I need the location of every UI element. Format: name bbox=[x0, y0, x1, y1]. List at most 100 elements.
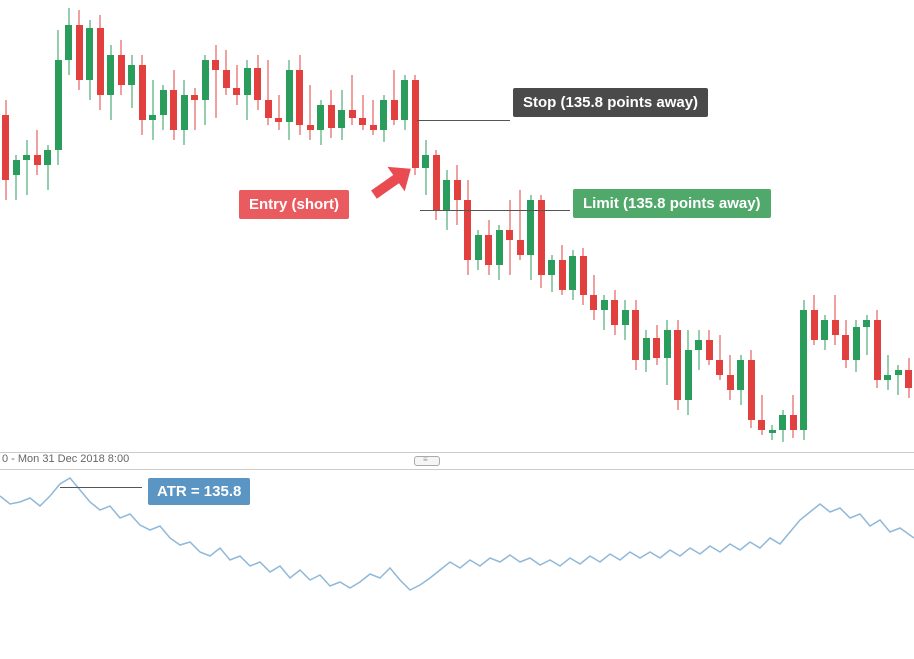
candle bbox=[727, 0, 734, 452]
candle bbox=[737, 0, 744, 452]
candle bbox=[485, 0, 492, 452]
candle bbox=[65, 0, 72, 452]
candle bbox=[13, 0, 20, 452]
candle bbox=[674, 0, 681, 452]
candle bbox=[181, 0, 188, 452]
candle bbox=[139, 0, 146, 452]
candle bbox=[454, 0, 461, 452]
candle bbox=[76, 0, 83, 452]
candle bbox=[317, 0, 324, 452]
candle bbox=[149, 0, 156, 452]
candle bbox=[611, 0, 618, 452]
candle bbox=[811, 0, 818, 452]
candle bbox=[716, 0, 723, 452]
candle bbox=[191, 0, 198, 452]
candle bbox=[538, 0, 545, 452]
candle bbox=[842, 0, 849, 452]
panel-divider bbox=[0, 452, 914, 470]
candle bbox=[107, 0, 114, 452]
candle bbox=[265, 0, 272, 452]
candle bbox=[160, 0, 167, 452]
candle bbox=[548, 0, 555, 452]
stop-label: Stop (135.8 points away) bbox=[513, 88, 708, 117]
scroll-handle[interactable] bbox=[414, 456, 440, 466]
atr-reference-line bbox=[60, 487, 142, 488]
candle bbox=[769, 0, 776, 452]
candle bbox=[601, 0, 608, 452]
candle bbox=[664, 0, 671, 452]
candle bbox=[706, 0, 713, 452]
candle bbox=[527, 0, 534, 452]
timeline-date: 0 - Mon 31 Dec 2018 8:00 bbox=[2, 453, 129, 465]
candle bbox=[422, 0, 429, 452]
candle bbox=[622, 0, 629, 452]
candle bbox=[359, 0, 366, 452]
candle bbox=[170, 0, 177, 452]
candle bbox=[433, 0, 440, 452]
candle bbox=[412, 0, 419, 452]
candle bbox=[86, 0, 93, 452]
candle bbox=[580, 0, 587, 452]
candle bbox=[905, 0, 912, 452]
candle bbox=[254, 0, 261, 452]
candle bbox=[863, 0, 870, 452]
candle bbox=[758, 0, 765, 452]
candle bbox=[349, 0, 356, 452]
candle bbox=[695, 0, 702, 452]
candle bbox=[55, 0, 62, 452]
candle bbox=[202, 0, 209, 452]
candle bbox=[97, 0, 104, 452]
candle bbox=[338, 0, 345, 452]
candle bbox=[244, 0, 251, 452]
candle bbox=[832, 0, 839, 452]
candle bbox=[391, 0, 398, 452]
candle bbox=[380, 0, 387, 452]
candle bbox=[559, 0, 566, 452]
candle bbox=[475, 0, 482, 452]
atr-label: ATR = 135.8 bbox=[148, 478, 250, 505]
candle bbox=[653, 0, 660, 452]
candle bbox=[307, 0, 314, 452]
candle bbox=[496, 0, 503, 452]
candlestick-chart[interactable] bbox=[0, 0, 914, 452]
candle bbox=[370, 0, 377, 452]
candle bbox=[895, 0, 902, 452]
candle bbox=[590, 0, 597, 452]
entry-label: Entry (short) bbox=[239, 190, 349, 219]
candle bbox=[569, 0, 576, 452]
atr-indicator-panel[interactable] bbox=[0, 470, 914, 650]
candle bbox=[884, 0, 891, 452]
limit-label: Limit (135.8 points away) bbox=[573, 189, 771, 218]
candle bbox=[44, 0, 51, 452]
candle bbox=[223, 0, 230, 452]
candle bbox=[748, 0, 755, 452]
candle bbox=[790, 0, 797, 452]
candle bbox=[128, 0, 135, 452]
candle bbox=[328, 0, 335, 452]
candle bbox=[821, 0, 828, 452]
stop-level-line bbox=[417, 120, 510, 121]
candle bbox=[685, 0, 692, 452]
candle bbox=[233, 0, 240, 452]
candle bbox=[464, 0, 471, 452]
candle bbox=[34, 0, 41, 452]
candle bbox=[779, 0, 786, 452]
candle bbox=[2, 0, 9, 452]
entry-arrow-icon bbox=[365, 155, 420, 215]
candle bbox=[23, 0, 30, 452]
candle bbox=[286, 0, 293, 452]
candle bbox=[296, 0, 303, 452]
candle bbox=[212, 0, 219, 452]
candle bbox=[632, 0, 639, 452]
candle bbox=[853, 0, 860, 452]
limit-level-line bbox=[420, 210, 570, 211]
candle bbox=[118, 0, 125, 452]
candle bbox=[275, 0, 282, 452]
candle bbox=[401, 0, 408, 452]
candle bbox=[874, 0, 881, 452]
candle bbox=[517, 0, 524, 452]
candle bbox=[506, 0, 513, 452]
candle bbox=[800, 0, 807, 452]
atr-line-chart bbox=[0, 470, 914, 650]
candle bbox=[643, 0, 650, 452]
